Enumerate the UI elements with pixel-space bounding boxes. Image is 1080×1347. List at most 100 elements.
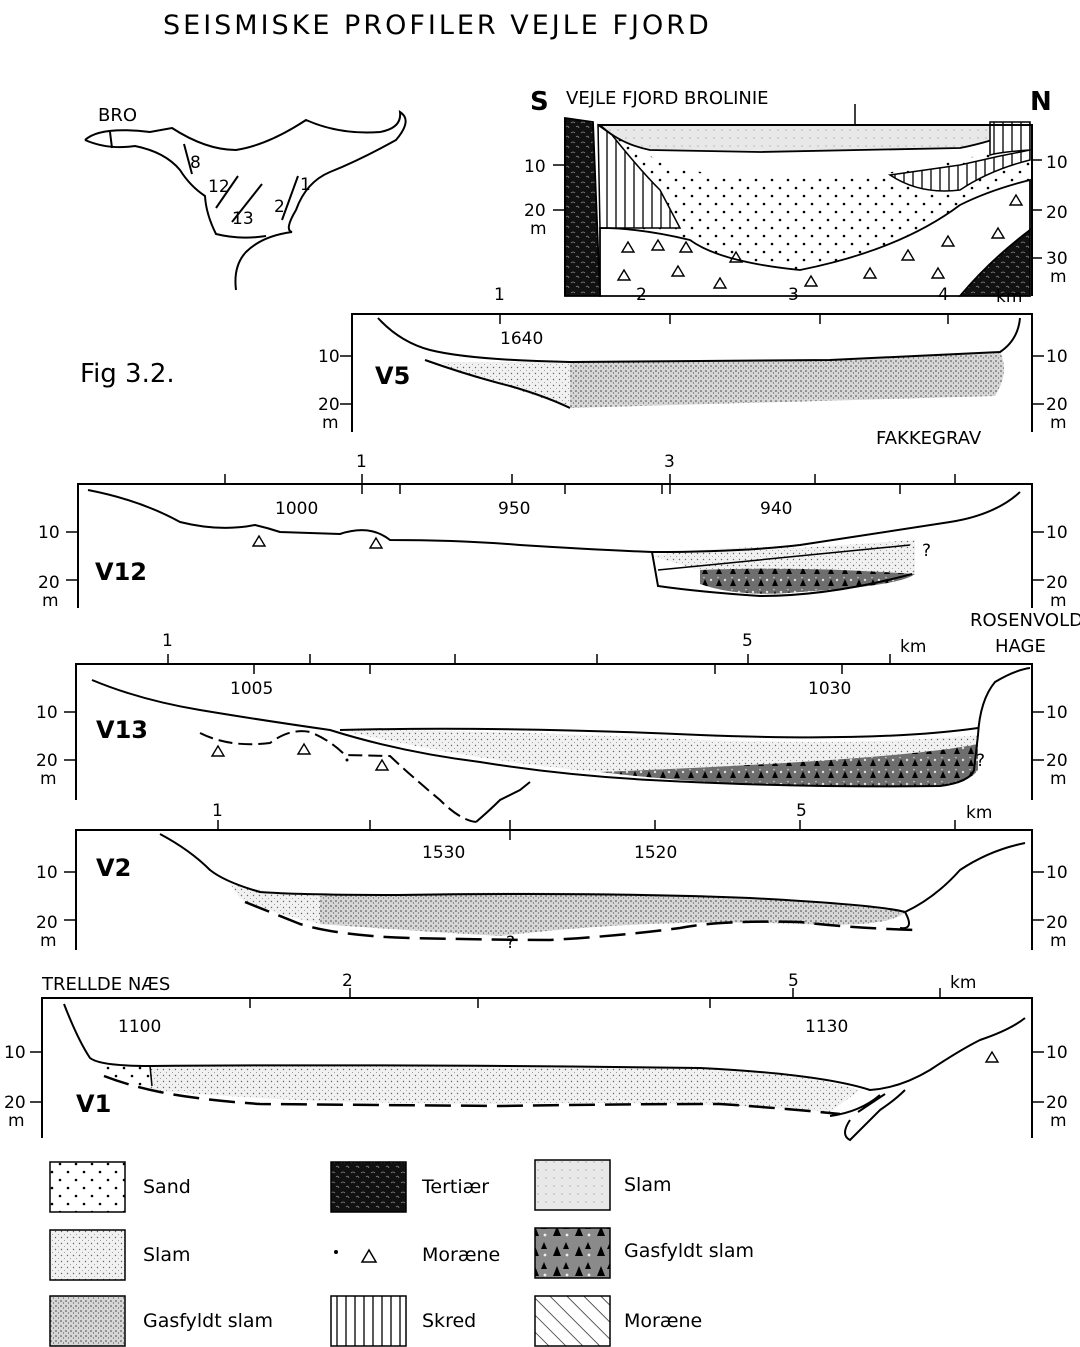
location-map: BRO 8 12 13 2 1	[84, 105, 407, 291]
v2-shotpoint-1520: 1520	[634, 843, 677, 863]
v5-depth-20-right: 20	[1046, 395, 1068, 415]
v1-shotpoint-1130: 1130	[805, 1017, 848, 1037]
v5-depth-20-left: 20	[318, 395, 340, 415]
v12-shotpoint-950: 950	[498, 499, 530, 519]
v13-depth-10-right: 10	[1046, 703, 1068, 723]
v1-depth-m-left: m	[8, 1111, 25, 1131]
legend-label-gas-slam-dark: Gasfyldt slam	[624, 1240, 754, 1262]
brolinie-depth-m-right: m	[1050, 267, 1067, 287]
brolinie-depth-10-left: 10	[524, 157, 546, 177]
v12-km-1: 1	[356, 452, 367, 472]
v12-depth-m-right: m	[1050, 591, 1067, 611]
legend-swatch-moraine-triangles	[334, 1248, 378, 1263]
v12-shotpoint-1000: 1000	[275, 499, 318, 519]
brolinie-km-3: 3	[788, 285, 799, 305]
brolinie-title: VEJLE FJORD BROLINIE	[566, 88, 769, 109]
v12-depth-10-right: 10	[1046, 523, 1068, 543]
legend-label-slam-fine: Slam	[143, 1244, 191, 1266]
profile-v13: ? 1 5 km ROSENVOLD HAGE 1005 1030 V13 10…	[36, 610, 1080, 823]
v13-query: ?	[976, 751, 985, 771]
v2-name: V2	[96, 854, 131, 882]
v5-depth-10-right: 10	[1046, 347, 1068, 367]
v13-place-rosenvold: ROSENVOLD	[970, 610, 1080, 631]
legend-swatch-gas-slam-stipple	[49, 1295, 126, 1347]
v2-depth-m-right: m	[1050, 931, 1067, 951]
v12-shotpoint-940: 940	[760, 499, 792, 519]
legend-label-moraine-hatch: Moræne	[624, 1310, 702, 1332]
v5-name: V5	[375, 362, 410, 390]
v2-depth-m-left: m	[40, 931, 57, 951]
v13-shotpoint-1030: 1030	[808, 679, 851, 699]
map-bro-label: BRO	[98, 105, 137, 126]
v13-place-hage: HAGE	[995, 636, 1046, 657]
legend-label-skred: Skred	[422, 1310, 476, 1332]
map-line-1: 1	[300, 175, 311, 195]
legend-label-sand: Sand	[143, 1176, 191, 1198]
map-line-2: 2	[274, 197, 285, 217]
map-line-13: 13	[232, 209, 254, 229]
brolinie-south: S	[530, 87, 549, 117]
legend-swatch-slam-fine	[49, 1229, 126, 1281]
v2-km-unit: km	[966, 803, 992, 823]
legend-swatch-skred	[330, 1295, 407, 1347]
v13-km-unit: km	[900, 637, 926, 657]
v12-km-3: 3	[664, 452, 675, 472]
legend-label-slam-light: Slam	[624, 1174, 672, 1196]
legend-swatch-gas-slam-dark	[534, 1227, 611, 1279]
v5-depth-m-right: m	[1050, 413, 1067, 433]
v1-depth-10-right: 10	[1046, 1043, 1068, 1063]
v12-name: V12	[95, 558, 147, 586]
map-line-12: 12	[208, 177, 230, 197]
v2-shotpoint-1530: 1530	[422, 843, 465, 863]
v13-name: V13	[96, 716, 148, 744]
v2-query: ?	[506, 933, 515, 953]
v13-depth-10-left: 10	[36, 703, 58, 723]
figure-label: Fig 3.2.	[80, 359, 175, 389]
v12-depth-20-left: 20	[38, 573, 60, 593]
v13-km-5: 5	[742, 631, 753, 651]
v13-shotpoint-1005: 1005	[230, 679, 273, 699]
v1-depth-10-left: 10	[4, 1043, 26, 1063]
brolinie-north: N	[1030, 87, 1052, 117]
brolinie-depth-m-left: m	[530, 219, 547, 239]
brolinie-km-1: 1	[494, 285, 505, 305]
v1-shotpoint-1100: 1100	[118, 1017, 161, 1037]
brolinie-profile: S VEJLE FJORD BROLINIE N 10 20 m 10	[494, 87, 1068, 307]
v5-depth-m-left: m	[322, 413, 339, 433]
profile-v1: TRELLDE NÆS 2 5 km 1100 1130 V1 10 20 m …	[4, 971, 1068, 1142]
v13-depth-m-left: m	[40, 769, 57, 789]
v2-depth-10-right: 10	[1046, 863, 1068, 883]
brolinie-depth-30-right: 30	[1046, 249, 1068, 269]
legend-swatch-slam-light	[534, 1159, 611, 1211]
brolinie-depth-20-left: 20	[524, 201, 546, 221]
v1-depth-20-right: 20	[1046, 1093, 1068, 1113]
v5-shotpoint-1640: 1640	[500, 329, 543, 349]
v1-km-5: 5	[788, 971, 799, 991]
v12-depth-20-right: 20	[1046, 573, 1068, 593]
v1-depth-m-right: m	[1050, 1111, 1067, 1131]
v1-km-2: 2	[342, 971, 353, 991]
brolinie-km-unit: km	[996, 287, 1022, 307]
profile-v2: ? 1 5 km 1530 1520 V2 10 20 m 10 20 m	[36, 801, 1068, 953]
v1-name: V1	[76, 1090, 111, 1118]
v12-depth-m-left: m	[42, 591, 59, 611]
legend-swatch-moraine-hatch	[534, 1295, 611, 1347]
legend-swatch-sand	[49, 1161, 126, 1213]
legend-label-gas-slam-stipple: Gasfyldt slam	[143, 1310, 273, 1332]
v12-query: ?	[922, 541, 931, 561]
v2-depth-20-left: 20	[36, 913, 58, 933]
v1-place-trellde-naes: TRELLDE NÆS	[41, 974, 170, 995]
brolinie-km-2: 2	[636, 285, 647, 305]
brolinie-depth-20-right: 20	[1046, 203, 1068, 223]
v1-km-unit: km	[950, 973, 976, 993]
profile-v5: 1640 V5 10 20 m 10 20 m FAKKEGRAV	[318, 313, 1068, 449]
v2-km-1: 1	[212, 801, 223, 821]
v5-depth-10-left: 10	[318, 347, 340, 367]
v13-km-1: 1	[162, 631, 173, 651]
v2-depth-20-right: 20	[1046, 913, 1068, 933]
legend-swatch-tertiary	[330, 1161, 407, 1213]
figure-title: SEISMISKE PROFILER VEJLE FJORD	[163, 10, 712, 41]
v5-place-fakkegrav: FAKKEGRAV	[876, 428, 982, 449]
profile-v12: ? 1 3 1000 950 940 V12 10 20 m 10 20 m	[38, 452, 1068, 611]
